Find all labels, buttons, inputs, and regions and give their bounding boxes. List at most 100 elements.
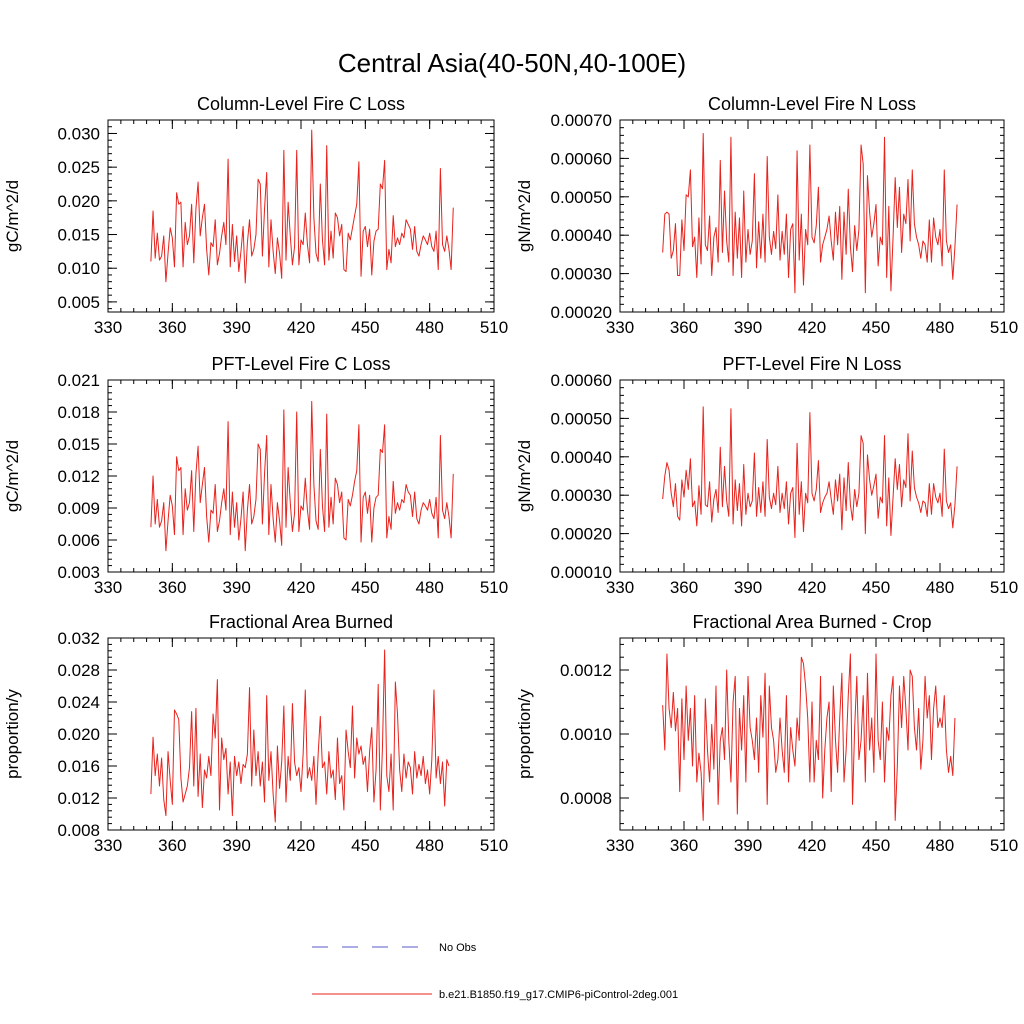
chart-panel-5: Fractional Area Burned proportion/y 330 360… (3, 612, 508, 855)
y-tick-label: 0.0008 (560, 789, 612, 808)
y-axis-label: gN/m^2/d (515, 180, 534, 252)
x-tick-label: 330 (606, 318, 634, 337)
panel-title: Fractional Area Burned - Crop (692, 612, 931, 632)
y-axis-label: gC/m^2/d (3, 440, 22, 512)
chart-panel-6: Fractional Area Burned - Crop proportion/… (515, 612, 1018, 855)
y-tick-label: 0.012 (57, 467, 100, 486)
x-tick-label: 390 (222, 318, 250, 337)
y-tick-label: 0.028 (57, 661, 100, 680)
y-tick-label: 0.025 (57, 158, 100, 177)
y-tick-label: 0.00030 (551, 486, 612, 505)
main-title: Central Asia(40-50N,40-100E) (338, 48, 686, 78)
y-tick-label: 0.005 (57, 293, 100, 312)
x-tick-label: 330 (94, 836, 122, 855)
chart-panel-4: PFT-Level Fire N Loss gN/m^2/d 330 360 390 42… (515, 354, 1018, 597)
series-line (662, 653, 956, 821)
y-tick-label: 0.00050 (551, 188, 612, 207)
legend: No Obs b.e21.B1850.f19_g17.CMIP6-piContro… (312, 942, 678, 1001)
x-tick-label: 480 (415, 836, 443, 855)
chart-panel-1: Column-Level Fire C Loss gC/m^2/d 330 360 39… (3, 94, 508, 337)
y-tick-label: 0.0010 (560, 725, 612, 744)
legend-label-2: b.e21.B1850.f19_g17.CMIP6-piControl-2deg… (439, 989, 678, 1001)
x-tick-label: 360 (670, 318, 698, 337)
y-axis-label: gC/m^2/d (3, 180, 22, 252)
x-tick-label: 360 (158, 318, 186, 337)
panel-title: PFT-Level Fire C Loss (211, 354, 390, 374)
x-tick-label: 480 (415, 578, 443, 597)
legend-label-1: No Obs (439, 942, 477, 954)
x-tick-label: 450 (351, 578, 379, 597)
y-axis-label: proportion/y (515, 689, 534, 779)
x-tick-label: 330 (94, 578, 122, 597)
y-tick-label: 0.00060 (551, 149, 612, 168)
y-tick-label: 0.020 (57, 192, 100, 211)
x-tick-label: 330 (606, 836, 634, 855)
y-tick-label: 0.00040 (551, 226, 612, 245)
x-tick-label: 420 (798, 318, 826, 337)
plot-frame (107, 119, 495, 313)
y-tick-label: 0.015 (57, 435, 100, 454)
y-tick-label: 0.024 (57, 693, 100, 712)
x-tick-label: 510 (990, 836, 1018, 855)
y-tick-label: 0.016 (57, 757, 100, 776)
y-tick-label: 0.00030 (551, 265, 612, 284)
panel-title: Column-Level Fire C Loss (197, 94, 405, 114)
chart-panel-2: Column-Level Fire N Loss gN/m^2/d 330 360 39… (515, 94, 1018, 337)
x-tick-label: 510 (990, 578, 1018, 597)
x-tick-label: 480 (926, 578, 954, 597)
x-tick-label: 450 (862, 578, 890, 597)
y-tick-label: 0.032 (57, 629, 100, 648)
x-tick-label: 390 (734, 836, 762, 855)
panel-title: Fractional Area Burned (209, 612, 393, 632)
x-tick-label: 480 (926, 318, 954, 337)
x-tick-label: 330 (606, 578, 634, 597)
series-line (662, 132, 958, 294)
x-tick-label: 360 (158, 578, 186, 597)
x-tick-label: 390 (734, 318, 762, 337)
y-tick-label: 0.018 (57, 403, 100, 422)
x-tick-label: 390 (222, 578, 250, 597)
y-axis-label: gN/m^2/d (515, 440, 534, 512)
x-tick-label: 480 (926, 836, 954, 855)
y-tick-label: 0.010 (57, 259, 100, 278)
x-tick-label: 390 (222, 836, 250, 855)
y-tick-label: 0.015 (57, 226, 100, 245)
y-tick-label: 0.009 (57, 499, 100, 518)
x-tick-label: 450 (351, 836, 379, 855)
x-tick-label: 450 (862, 318, 890, 337)
y-tick-label: 0.00020 (551, 303, 612, 322)
x-tick-label: 480 (415, 318, 443, 337)
y-tick-label: 0.00050 (551, 409, 612, 428)
y-tick-label: 0.00020 (551, 525, 612, 544)
y-tick-label: 0.00010 (551, 563, 612, 582)
panel-title: Column-Level Fire N Loss (708, 94, 916, 114)
y-tick-label: 0.021 (57, 371, 100, 390)
x-tick-label: 420 (287, 836, 315, 855)
x-tick-label: 420 (798, 836, 826, 855)
y-tick-label: 0.006 (57, 531, 100, 550)
x-tick-label: 420 (287, 578, 315, 597)
x-tick-label: 360 (158, 836, 186, 855)
y-tick-label: 0.00060 (551, 371, 612, 390)
x-tick-label: 330 (94, 318, 122, 337)
y-tick-label: 0.0012 (560, 661, 612, 680)
series-line (150, 129, 454, 284)
x-tick-label: 510 (480, 836, 508, 855)
x-tick-label: 420 (798, 578, 826, 597)
y-tick-label: 0.012 (57, 789, 100, 808)
y-tick-label: 0.030 (57, 124, 100, 143)
x-tick-label: 420 (287, 318, 315, 337)
series-line (150, 649, 450, 823)
plot-frame (619, 637, 1005, 831)
x-tick-label: 450 (862, 836, 890, 855)
x-tick-label: 510 (480, 318, 508, 337)
x-tick-label: 360 (670, 578, 698, 597)
x-tick-label: 450 (351, 318, 379, 337)
y-tick-label: 0.020 (57, 725, 100, 744)
y-tick-label: 0.00070 (551, 111, 612, 130)
y-axis-label: proportion/y (3, 689, 22, 779)
panel-title: PFT-Level Fire N Loss (722, 354, 901, 374)
x-tick-label: 390 (734, 578, 762, 597)
series-line (662, 406, 958, 538)
